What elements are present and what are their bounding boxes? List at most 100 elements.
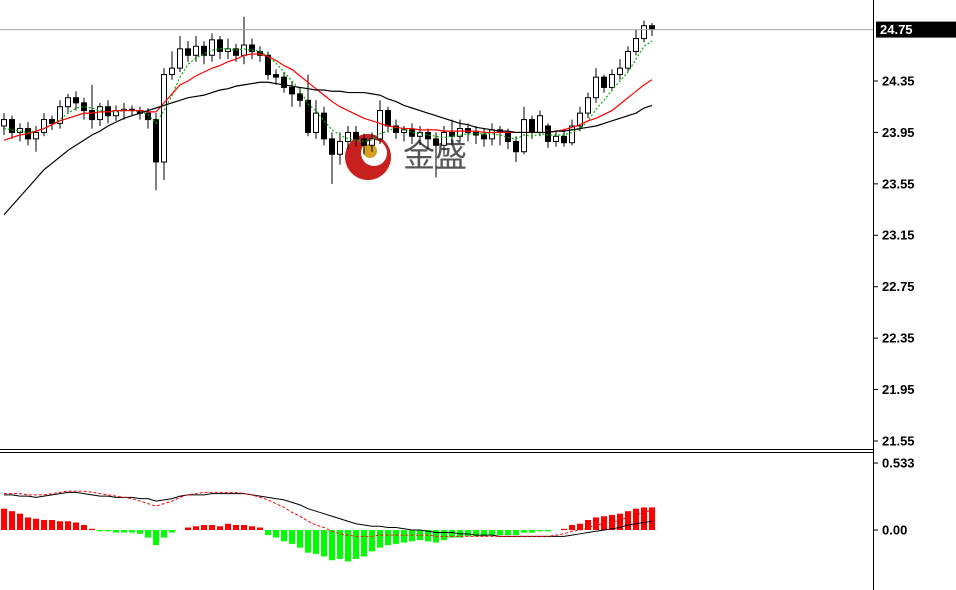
candle-body (297, 93, 303, 101)
histogram-bar (257, 527, 263, 531)
candle-body (393, 125, 399, 133)
candle-body (185, 48, 191, 56)
candle-body (585, 97, 591, 114)
candle-body (161, 74, 167, 163)
histogram-bar (233, 525, 239, 531)
candle-body (41, 119, 47, 133)
candle-body (553, 135, 559, 142)
histogram-bar (281, 530, 287, 542)
histogram-bar (329, 530, 335, 561)
candle-body (633, 38, 639, 52)
y-tick-label: 24.35 (882, 73, 915, 88)
y-tick-label: 0.00 (882, 522, 907, 537)
candle-body (153, 119, 159, 163)
histogram-bar (345, 530, 351, 562)
candle-body (609, 74, 615, 88)
histogram-bar (265, 530, 271, 536)
histogram-bar (585, 519, 591, 531)
y-tick-label: 0.533 (882, 455, 915, 470)
candle-body (209, 39, 215, 56)
candle-body (545, 125, 551, 142)
candle-body (433, 138, 439, 146)
candle-body (401, 129, 407, 133)
histogram-bar (545, 530, 551, 532)
candle-body (177, 48, 183, 69)
histogram-bar (497, 530, 503, 536)
histogram-bar (505, 530, 511, 536)
histogram-bar (313, 530, 319, 554)
candle-body (273, 74, 279, 78)
candle-body (265, 54, 271, 76)
histogram-bar (137, 530, 143, 534)
candle-body (601, 76, 607, 88)
histogram-bar (89, 528, 95, 531)
candle-body (537, 115, 543, 133)
histogram-bar (121, 530, 127, 533)
histogram-bar (49, 519, 55, 531)
histogram-bar (593, 517, 599, 531)
histogram-bar (25, 517, 31, 531)
y-tick-label: 23.95 (882, 125, 915, 140)
y-tick-label: 21.55 (882, 433, 915, 448)
histogram-bar (377, 530, 383, 548)
candle-body (225, 48, 231, 52)
candle-body (73, 97, 79, 104)
histogram-bar (609, 514, 615, 531)
watermark-logo (363, 144, 377, 158)
candle-body (561, 135, 567, 144)
histogram-bar (273, 530, 279, 538)
candle-body (529, 119, 535, 133)
histogram-bar (169, 530, 175, 533)
candle-body (513, 140, 519, 153)
histogram-bar (225, 523, 231, 531)
y-tick-label: 23.55 (882, 176, 915, 191)
histogram-bar (161, 530, 167, 538)
histogram-bar (409, 530, 415, 542)
indicator-line (4, 491, 653, 537)
histogram-bar (393, 530, 399, 544)
histogram-bar (369, 530, 375, 552)
histogram-bar (529, 530, 535, 533)
histogram-bar (153, 530, 159, 546)
histogram-bar (105, 530, 111, 532)
candle-body (289, 86, 295, 95)
histogram-bar (337, 530, 343, 559)
histogram-bar (321, 530, 327, 557)
histogram-bar (81, 525, 87, 531)
histogram-bar (473, 530, 479, 537)
candle-body (321, 112, 327, 140)
candle-body (1, 119, 7, 127)
histogram-bar (649, 507, 655, 531)
candle-body (577, 112, 583, 127)
histogram-bar (17, 513, 23, 531)
candle-body (617, 67, 623, 76)
candle-body (217, 39, 223, 52)
histogram-bar (537, 530, 543, 532)
candle-body (625, 50, 631, 69)
histogram-bar (385, 530, 391, 546)
histogram-bar (401, 530, 407, 543)
histogram-bar (601, 516, 607, 531)
histogram-bar (113, 530, 119, 533)
candle-body (17, 128, 23, 133)
histogram-bar (481, 530, 487, 537)
histogram-bar (577, 523, 583, 531)
candle-body (345, 131, 351, 142)
histogram-bar (65, 521, 71, 531)
candle-body (481, 134, 487, 140)
candle-body (241, 44, 247, 56)
candle-body (233, 48, 239, 56)
candle-body (505, 131, 511, 142)
candle-body (49, 119, 55, 124)
histogram-bar (185, 527, 191, 531)
candle-body (281, 76, 287, 88)
candle-body (641, 25, 647, 40)
histogram-bar (129, 530, 135, 533)
candle-body (305, 99, 311, 133)
histogram-bar (73, 522, 79, 531)
histogram-bar (617, 513, 623, 531)
histogram-bar (289, 530, 295, 544)
candle-body (649, 25, 655, 31)
histogram-bar (465, 530, 471, 537)
histogram-bar (97, 530, 103, 532)
